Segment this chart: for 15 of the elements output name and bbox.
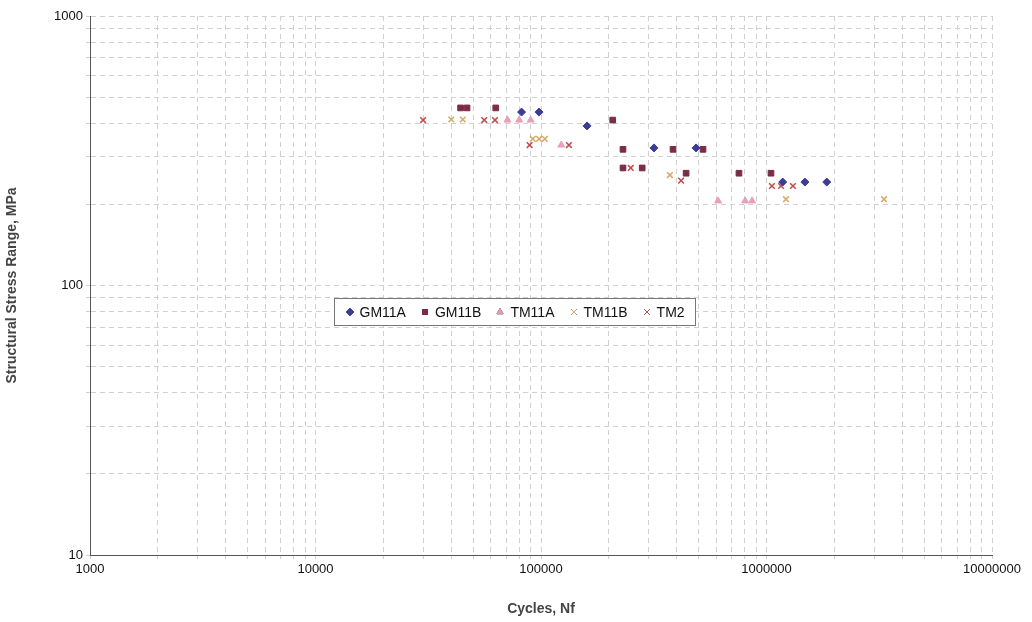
- y-tick-label: 1000: [54, 7, 83, 23]
- x-tick-label: 1000000: [741, 561, 792, 577]
- x-tick-label: 10000000: [963, 561, 1021, 577]
- x-tick-label: 100000: [519, 561, 563, 577]
- y-tick-label: 100: [61, 277, 83, 293]
- legend-label: TM11B: [583, 303, 628, 320]
- y-axis-title: Structural Stress Range, MPa: [3, 187, 20, 384]
- x-tick-label: 1000: [75, 561, 105, 577]
- x-tick-label: 10000: [297, 561, 334, 577]
- y-tick-label: 10: [68, 546, 83, 562]
- legend-label: GM11B: [434, 303, 482, 320]
- legend-label: GM11A: [359, 303, 406, 320]
- legend-label: TM11A: [510, 303, 555, 320]
- legend-label: TM2: [656, 303, 685, 320]
- x-axis-title: Cycles, Nf: [507, 600, 576, 617]
